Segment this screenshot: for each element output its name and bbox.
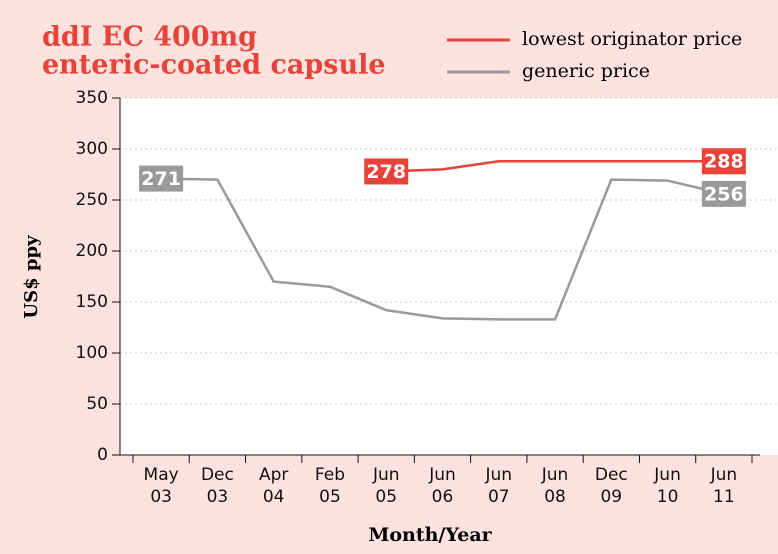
x-axis-title: Month/Year [368,524,492,546]
x-tick-label-line: 06 [432,487,454,507]
x-tick-label-line: Jun [484,465,512,485]
value-label-box [701,148,746,175]
x-tick-label-line: Dec [595,465,628,485]
x-tick-label-line: 05 [375,487,397,507]
value-label: 288 [704,151,744,173]
plot-area [120,98,778,455]
value-label: 256 [704,183,744,205]
y-tick-label: 50 [86,394,108,414]
x-tick-label: Jun 10 [653,465,681,507]
x-tick-label-line: 03 [207,487,229,507]
chart-title: enteric-coated capsule [42,50,386,81]
x-tick-label-line: Jun [653,465,681,485]
value-label-box [139,165,184,192]
y-tick-label: 100 [76,343,108,363]
x-tick-label-line: 08 [544,487,566,507]
y-tick-label: 0 [97,445,108,465]
value-label: 271 [141,168,181,190]
x-tick-label: Jun 05 [372,465,400,507]
x-tick-label-line: Jun [428,465,456,485]
x-tick-label-line: 03 [150,487,172,507]
x-tick-label: Jun 08 [541,465,569,507]
y-tick-label: 300 [76,139,108,159]
y-tick-label: 150 [76,292,108,312]
x-tick-label-line: Apr [259,465,288,485]
legend-label: lowest originator price [522,28,742,50]
x-tick-label: Dec 09 [595,465,628,507]
x-tick-label: May 03 [144,465,179,507]
x-tick-label-line: Jun [541,465,569,485]
x-tick-label-line: 11 [713,487,735,507]
y-tick-label: 250 [76,190,108,210]
x-tick-label-line: Jun [372,465,400,485]
y-tick-label: 350 [76,88,108,108]
x-tick-label-line: 09 [600,487,622,507]
x-tick-label-line: 10 [657,487,679,507]
series-line [386,159,724,173]
y-axis-title: US$ ppy [21,235,42,319]
value-label: 278 [366,161,406,183]
x-tick-label-line: 05 [319,487,341,507]
x-tick-label: Jun 11 [710,465,738,507]
x-tick-label-line: 04 [263,487,285,507]
legend-label: generic price [522,60,650,82]
x-tick-label: Feb 05 [315,465,345,507]
chart-title: ddI EC 400mg [42,22,257,53]
series-line [161,177,725,321]
x-tick-label: Jun 06 [428,465,456,507]
x-tick-label-line: May [144,465,179,485]
x-tick-label: Apr 04 [259,465,288,507]
y-tick-label: 200 [76,241,108,261]
x-tick-label-line: Feb [315,465,345,485]
value-label-box [701,180,746,207]
x-tick-label: Dec 03 [201,465,234,507]
x-tick-label-line: Dec [201,465,234,485]
x-tick-label-line: 07 [488,487,510,507]
x-tick-label: Jun 07 [484,465,512,507]
x-tick-label-line: Jun [710,465,738,485]
value-label-box [364,158,409,185]
